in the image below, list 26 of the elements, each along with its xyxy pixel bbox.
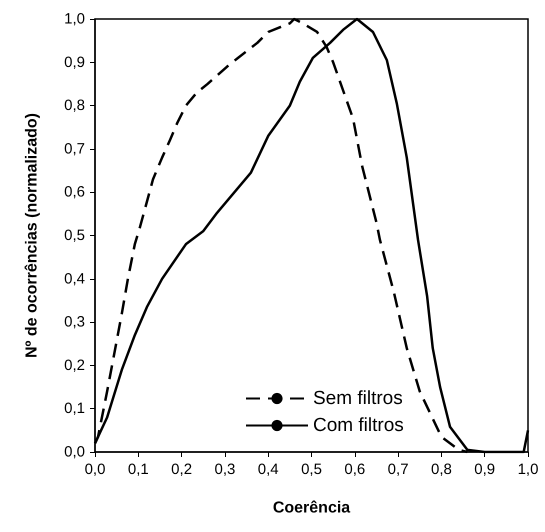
x-tick-label: 0,3	[214, 461, 236, 478]
y-tick-label: 1,0	[64, 10, 85, 28]
legend-label: Sem filtros	[313, 388, 403, 409]
legend-label: Com filtros	[313, 415, 404, 436]
y-tick-label: 0,6	[64, 184, 85, 201]
y-tick-label: 0,7	[64, 140, 85, 158]
y-tick-label: 0,3	[64, 314, 85, 331]
x-tick-label: 0,7	[388, 461, 409, 478]
y-tick-label: 0,9	[64, 54, 85, 71]
y-tick-label: 0,2	[64, 356, 85, 374]
x-tick-label: 0,2	[171, 461, 192, 478]
x-tick-label: 0,4	[258, 461, 279, 478]
x-tick-label: 0,1	[128, 461, 149, 478]
x-tick-label: 0,6	[344, 461, 366, 478]
x-axis-title: Coerência	[272, 500, 350, 516]
x-tick-label: 0,9	[474, 461, 496, 478]
x-tick-label: 1,0	[518, 461, 538, 478]
x-tick-label: 0,8	[430, 461, 452, 478]
x-tick-label: 0,5	[301, 461, 322, 478]
y-axis-title: Nº de ocorrências (normalizado)	[24, 112, 40, 358]
y-tick-label: 0,4	[64, 270, 85, 288]
y-tick-label: 0,0	[64, 444, 85, 460]
y-tick-label: 0,5	[64, 227, 85, 244]
x-tick-label: 0,0	[84, 461, 106, 478]
y-tick-label: 0,1	[64, 400, 85, 418]
y-tick-label: 0,8	[64, 97, 85, 114]
